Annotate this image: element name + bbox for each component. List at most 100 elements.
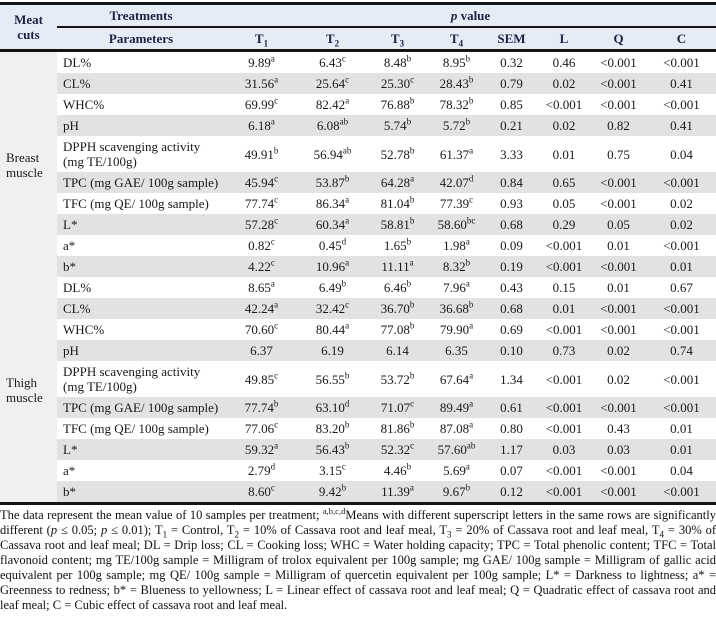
treatment-value-cell: 67.64a (428, 361, 485, 397)
significance-superscript: b (409, 194, 415, 205)
stat-value-cell: 0.75 (590, 136, 647, 172)
footnote-segment: = 10% of Cassava root and leaf meal, T (239, 523, 448, 537)
significance-superscript: c (270, 482, 275, 493)
stat-value-cell: 0.19 (485, 256, 538, 277)
p-value-header: p value (225, 3, 716, 28)
treatment-value-cell: 6.49b (298, 277, 367, 298)
significance-superscript: c (274, 370, 279, 381)
footnote-segment: 3 (447, 529, 452, 540)
significance-superscript: a (345, 257, 350, 268)
significance-superscript: c (270, 236, 275, 247)
table-row: L* 57.28c 60.34a 58.81b 58.60bc 0.68 0.29 0.05 0… (0, 214, 716, 235)
footnote-segment: The data represent the mean value of 10 … (0, 508, 323, 522)
stat-value-cell: <0.001 (538, 397, 590, 418)
footnote-segment: = Control, T (167, 523, 235, 537)
significance-superscript: a (469, 398, 474, 409)
significance-superscript: b (465, 53, 471, 64)
table-row: CL% 31.56a 25.64c 25.30c 28.43b 0.79 0.02 <0.00… (0, 73, 716, 94)
table-row: CL% 42.24a 32.42c 36.70b 36.68b 0.68 0.01 <0.00… (0, 298, 716, 319)
treatment-value-cell: 9.42b (298, 481, 367, 504)
footnote-segment: ≤ 0.05; (57, 523, 101, 537)
treatment-value-cell: 11.39a (367, 481, 428, 504)
significance-superscript: ab (339, 116, 349, 127)
treatment-value-cell: 8.60c (225, 481, 298, 504)
footnote-segment: p (50, 523, 58, 537)
stat-value-cell: 0.02 (647, 193, 716, 214)
header-row-1: Meat cuts Treatments p value (0, 3, 716, 52)
group-cell: Breast muscle (0, 50, 57, 277)
treatment-value-cell: 6.18a (225, 115, 298, 136)
treatment-value-cell: 6.35 (428, 340, 485, 361)
treatment-value-cell: 8.48b (367, 50, 428, 73)
stat-value-cell: 0.05 (590, 214, 647, 235)
treatment-value-cell: 1.98a (428, 235, 485, 256)
treatment-value-cell: 31.56a (225, 73, 298, 94)
footnote: The data represent the mean value of 10 … (0, 507, 716, 613)
treatment-value-cell: 58.81b (367, 214, 428, 235)
treatment-value-cell: 36.70b (367, 298, 428, 319)
significance-superscript: b (341, 278, 347, 289)
stat-value-cell: <0.001 (647, 319, 716, 340)
treatment-value-cell: 0.45d (298, 235, 367, 256)
significance-superscript: a (469, 370, 474, 381)
significance-superscript: a (409, 482, 414, 493)
treatment-value-cell: 52.32c (367, 439, 428, 460)
parameter-cell: DPPH scavenging activity (mg TE/100g) (57, 361, 225, 397)
col-header-t2: T2 (298, 27, 367, 52)
stat-value-cell: 0.07 (485, 460, 538, 481)
treatment-value-cell: 6.43c (298, 50, 367, 73)
parameter-cell: CL% (57, 73, 225, 94)
parameter-cell: b* (57, 256, 225, 277)
treatment-value-cell: 89.49a (428, 397, 485, 418)
footnote-segment: 1 (162, 529, 168, 540)
treatment-value-cell: 8.95b (428, 50, 485, 73)
significance-superscript: ab (466, 440, 476, 451)
stat-value-cell: 0.02 (538, 115, 590, 136)
stat-value-cell: 0.12 (485, 481, 538, 504)
significance-superscript: b (465, 116, 471, 127)
stat-value-cell: <0.001 (647, 235, 716, 256)
stat-value-cell: 0.74 (647, 340, 716, 361)
table-row: b* 4.22c 10.96a 11.11a 8.32b 0.19 <0.001 <0.001… (0, 256, 716, 277)
table-row: pH 6.37 6.19 6.14 6.35 0.10 0.73 0.02 0.74 (0, 340, 716, 361)
stat-value-cell: 0.46 (538, 50, 590, 73)
significance-superscript: b (465, 482, 471, 493)
significance-superscript: b (344, 173, 350, 184)
significance-superscript: c (270, 257, 275, 268)
treatment-value-cell: 63.10d (298, 397, 367, 418)
significance-superscript: b (406, 116, 412, 127)
treatment-value-cell: 49.91b (225, 136, 298, 172)
treatment-value-cell: 77.74b (225, 397, 298, 418)
footnote-segment: 2 (234, 529, 240, 540)
parameter-cell: TPC (mg GAE/ 100g sample) (57, 172, 225, 193)
significance-superscript: c (274, 215, 279, 226)
treatment-value-cell: 77.06c (225, 418, 298, 439)
significance-superscript: c (410, 398, 415, 409)
footnote-segment: 4 (659, 529, 665, 540)
stat-value-cell: 0.29 (538, 214, 590, 235)
parameter-cell: a* (57, 460, 225, 481)
parameter-cell: b* (57, 481, 225, 504)
treatment-value-cell: 86.34a (298, 193, 367, 214)
parameter-cell: TPC (mg GAE/ 100g sample) (57, 397, 225, 418)
significance-superscript: b (406, 461, 412, 472)
treatment-value-cell: 79.90a (428, 319, 485, 340)
treatment-value-cell: 53.87b (298, 172, 367, 193)
footnote-segment: = 30% of Cassava root and leaf meal; DL … (0, 523, 716, 612)
stat-value-cell: <0.001 (590, 50, 647, 73)
stat-value-cell: <0.001 (538, 481, 590, 504)
stat-value-cell: <0.001 (590, 298, 647, 319)
significance-superscript: a (270, 116, 275, 127)
stat-value-cell: 0.04 (647, 460, 716, 481)
stat-value-cell: <0.001 (590, 481, 647, 504)
table-row: WHC% 69.99c 82.42a 76.88b 78.32b 0.85 <0.001 <0… (0, 94, 716, 115)
parameter-cell: TFC (mg QE/ 100g sample) (57, 418, 225, 439)
significance-superscript: a (345, 215, 350, 226)
parameter-cell: WHC% (57, 94, 225, 115)
table-row: L* 59.32a 56.43b 52.32c 57.60ab 1.17 0.03 0.03 0… (0, 439, 716, 460)
stat-value-cell: 1.17 (485, 439, 538, 460)
stat-value-cell: 0.01 (538, 136, 590, 172)
stat-value-cell: 0.02 (647, 214, 716, 235)
footnote-segment: = 20% of Cassava root and leaf meal, T (451, 523, 660, 537)
